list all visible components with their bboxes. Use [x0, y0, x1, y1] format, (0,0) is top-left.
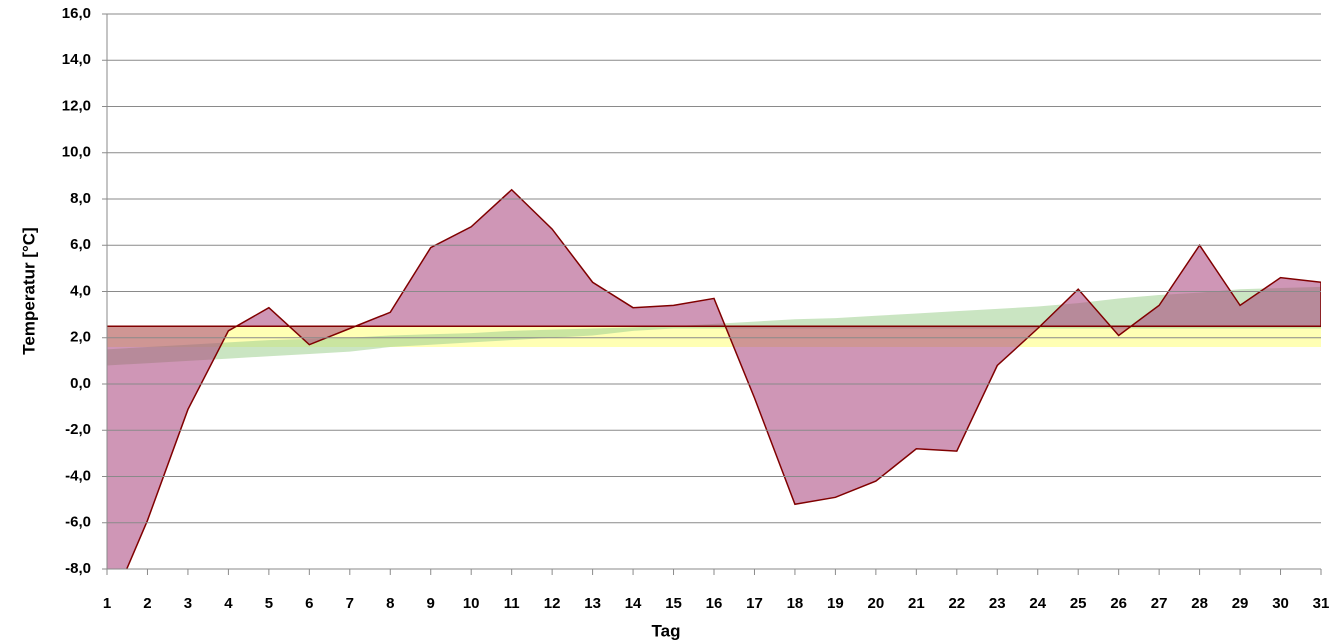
- x-tick-label: 28: [1191, 595, 1208, 612]
- x-tick-label: 23: [989, 595, 1006, 612]
- x-tick-label: 7: [346, 595, 354, 612]
- x-tick-label: 4: [224, 595, 233, 612]
- x-tick-label: 8: [386, 595, 394, 612]
- x-tick-label: 1: [103, 595, 111, 612]
- x-tick-label: 21: [908, 595, 925, 612]
- y-tick-label: 16,0: [62, 5, 91, 22]
- y-tick-label: 6,0: [70, 236, 91, 253]
- y-tick-label: 8,0: [70, 190, 91, 207]
- x-tick-label: 10: [463, 595, 480, 612]
- y-tick-label: -6,0: [65, 514, 91, 531]
- x-tick-label: 5: [265, 595, 273, 612]
- x-tick-label: 15: [665, 595, 682, 612]
- x-tick-label: 19: [827, 595, 844, 612]
- x-tick-label: 17: [746, 595, 763, 612]
- y-tick-label: 12,0: [62, 97, 91, 114]
- x-tick-label: 25: [1070, 595, 1087, 612]
- x-tick-label: 2: [143, 595, 151, 612]
- plot-area: [107, 188, 1321, 569]
- x-tick-label: 11: [504, 595, 520, 612]
- y-tick-label: -8,0: [65, 560, 91, 577]
- x-tick-label: 18: [787, 595, 804, 612]
- x-tick-label: 24: [1029, 595, 1046, 612]
- y-tick-label: 10,0: [62, 144, 91, 161]
- x-tick-label: 29: [1232, 595, 1249, 612]
- line: [125, 188, 1321, 569]
- x-tick-label: 9: [427, 595, 435, 612]
- x-tick-label: 20: [868, 595, 885, 612]
- x-tick-label: 31: [1313, 595, 1330, 612]
- x-tick-label: 13: [584, 595, 601, 612]
- x-tick-label: 14: [625, 595, 642, 612]
- x-tick-label: 12: [544, 595, 561, 612]
- y-tick-label: 14,0: [62, 51, 91, 68]
- y-tick-label: 4,0: [70, 282, 91, 299]
- x-tick-label: 30: [1272, 595, 1289, 612]
- y-axis-label: Temperatur [°C]: [19, 227, 38, 354]
- x-tick-label: 16: [706, 595, 723, 612]
- x-tick-label: 26: [1110, 595, 1127, 612]
- y-tick-label: 2,0: [70, 329, 91, 346]
- area: [107, 189, 1321, 569]
- y-tick-label: -4,0: [65, 467, 91, 484]
- y-tick-label: -2,0: [65, 421, 91, 438]
- x-tick-label: 6: [305, 595, 313, 612]
- x-tick-label: 3: [184, 595, 192, 612]
- y-tick-label: 0,0: [70, 375, 91, 392]
- x-tick-label: 22: [948, 595, 965, 612]
- x-axis-label: Tag: [652, 621, 681, 640]
- x-tick-label: 27: [1151, 595, 1168, 612]
